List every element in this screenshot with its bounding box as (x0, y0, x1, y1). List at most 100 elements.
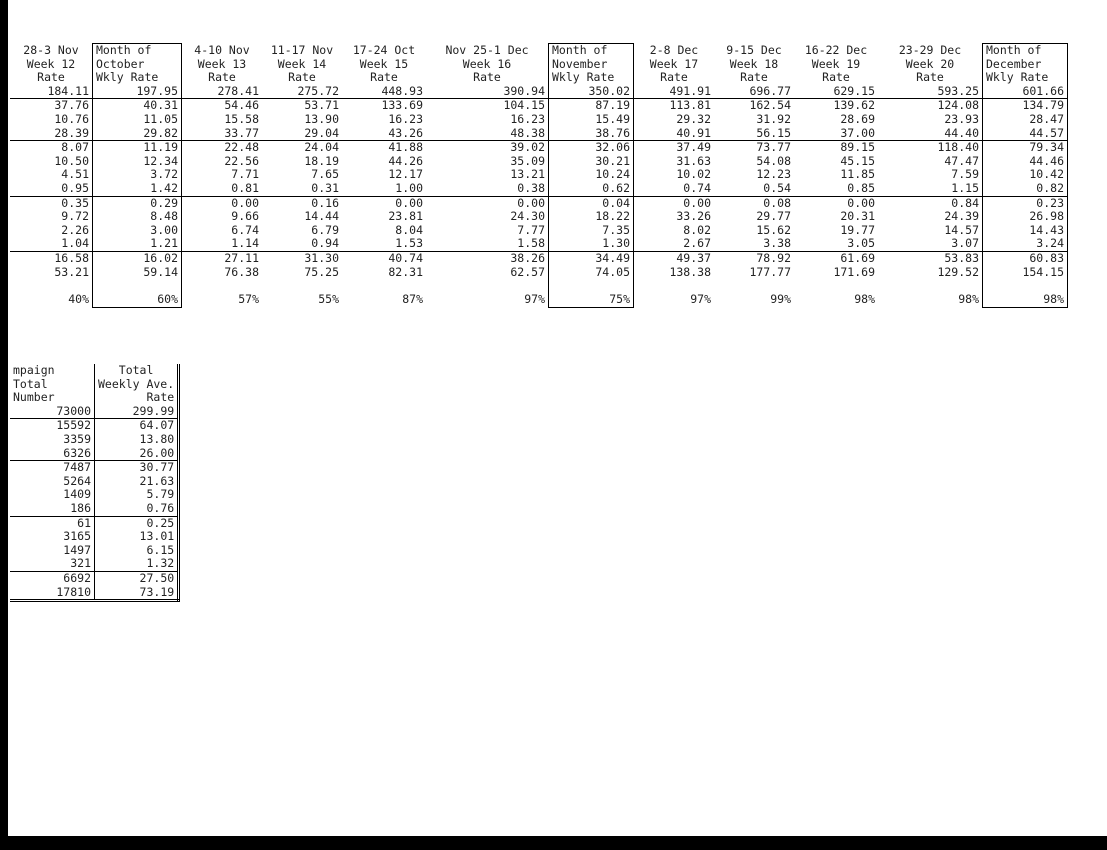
table-cell: 61 (10, 515, 95, 531)
table-cell: 44.57 (982, 126, 1068, 141)
table-cell: 73.19 (94, 585, 180, 601)
table-cell: 13.21 (510, 167, 545, 182)
table-cell: 7.65 (311, 167, 339, 182)
table-cell: 38.26 (426, 250, 549, 266)
table-row: 321 1.32 (10, 556, 180, 572)
table-cell: 0.38 (517, 180, 545, 195)
table-row: 186 0.76 (10, 501, 180, 517)
table-row: 73000 299.99 (10, 404, 180, 419)
table-cell: 118.40 (878, 140, 983, 155)
table-cell: 3.72 (92, 168, 182, 182)
table-cell: 33.77 (224, 125, 259, 140)
column-header: Week 17 (649, 56, 699, 71)
column-header: Wkly Rate (92, 71, 182, 85)
table-cell: 29.04 (304, 125, 339, 140)
table-cell: 1.30 (548, 236, 634, 252)
column-header: Week 15 (359, 56, 409, 71)
table-row: 10.76 11.05 15.58 13.90 16.23 16.23 15.49 29.32… (10, 111, 1068, 127)
table-cell: 44.26 (388, 153, 423, 168)
table-row: 9.72 8.48 9.66 14.44 23.81 24.30 18.22 33.26 29.… (10, 210, 1068, 224)
column-header: 9-15 Dec (726, 42, 782, 57)
header-row: 28-3 Nov Month of 4-10 Nov 11-17 Nov 17-24 O… (10, 42, 1068, 58)
table-cell: 57% (238, 292, 259, 307)
table-cell: 11.85 (840, 167, 875, 182)
table-cell: 28.39 (54, 125, 89, 140)
scan-edge-left (0, 0, 8, 850)
table-cell: 104.15 (426, 98, 549, 113)
table-cell: 0.35 (10, 195, 93, 211)
table-cell: 44.46 (982, 154, 1068, 169)
table-cell (92, 279, 182, 294)
table-cell: 23.93 (944, 111, 979, 126)
table-cell: 27.50 (94, 570, 180, 586)
table-cell: 12.23 (756, 167, 791, 182)
table-cell: 1.53 (395, 236, 423, 251)
table-cell: 0.00 (426, 195, 549, 211)
table-cell: 0.62 (548, 181, 634, 197)
table-cell (634, 279, 715, 293)
table-cell: 30.21 (548, 154, 634, 169)
table-cell: 1409 (10, 488, 95, 502)
table-cell: 184.11 (47, 83, 89, 98)
table-cell: 16.58 (10, 250, 93, 266)
table-cell: 1.15 (951, 180, 979, 195)
table-cell: 0.82 (982, 181, 1068, 197)
table-cell: 15.58 (224, 111, 259, 126)
table-cell: 16.23 (510, 111, 545, 126)
column-header: 28-3 Nov (23, 42, 79, 57)
weekly-rate-table: 28-3 Nov Month of 4-10 Nov 11-17 Nov 17-24 O… (10, 43, 1068, 308)
table-cell: 3.05 (847, 236, 875, 251)
table-cell: 34.49 (548, 250, 634, 266)
table-cell: 8.48 (92, 210, 182, 224)
table-cell: 0.31 (311, 180, 339, 195)
table-cell: 1.58 (517, 236, 545, 251)
column-header: Wkly Rate (548, 71, 634, 85)
header-row: Total Weekly Ave. (10, 377, 180, 392)
table-cell: 113.81 (633, 98, 714, 113)
table-cell: 124.08 (878, 98, 983, 113)
table-cell: 7.35 (548, 223, 634, 238)
column-header: 4-10 Nov (194, 42, 250, 57)
table-cell: 0.23 (982, 195, 1068, 211)
table-cell: 11.19 (92, 140, 182, 155)
table-cell: 10.76 (54, 111, 89, 126)
table-cell: 10.24 (548, 168, 634, 182)
table-cell: 1497 (10, 543, 95, 558)
column-header: Rate (37, 70, 65, 85)
table-cell: 350.02 (548, 84, 634, 99)
column-header: Rate (473, 70, 501, 85)
column-header: December (982, 57, 1068, 72)
table-cell: 75% (548, 292, 634, 308)
table-row: 17810 73.19 (10, 585, 180, 601)
table-row: 0.95 1.42 0.81 0.31 1.00 0.38 0.62 0.74 0.54 0.85… (10, 180, 1068, 197)
table-row: 7487 30.77 (10, 460, 180, 475)
column-header: Rate (916, 70, 944, 85)
table-cell: 629.15 (833, 83, 875, 98)
table-cell: 26.98 (982, 210, 1068, 224)
table-cell: 2.26 (61, 222, 89, 237)
table-cell: 47.47 (944, 153, 979, 168)
table-cell: 29.32 (676, 111, 711, 126)
table-row: 61 0.25 (10, 515, 180, 531)
table-cell: 1.00 (395, 180, 423, 195)
table-cell: 54.08 (756, 153, 791, 168)
table-cell: 0.00 (633, 195, 714, 211)
table-cell: 601.66 (982, 84, 1068, 99)
column-header: Rate (740, 70, 768, 85)
table-row: 53.21 59.14 76.38 75.25 82.31 62.57 74.05 138.3… (10, 265, 1068, 280)
table-cell (262, 279, 342, 293)
table-cell: 20.31 (840, 209, 875, 224)
table-row: 37.76 40.31 54.46 53.71 133.69 104.15 87.19 113… (10, 98, 1068, 113)
table-cell (714, 279, 794, 293)
table-row: 8.07 11.19 22.48 24.04 41.88 39.02 32.06 37.49 7… (10, 140, 1068, 155)
table-cell: 9.66 (231, 209, 259, 224)
table-cell: 13.90 (304, 111, 339, 126)
table-row: 1409 5.79 (10, 488, 180, 502)
table-cell: 8.04 (395, 222, 423, 237)
column-header: Week 14 (277, 56, 327, 71)
table-cell: 26.00 (94, 446, 180, 461)
table-cell: 5.79 (94, 488, 180, 502)
table-cell: 98% (982, 292, 1068, 308)
table-cell: 133.69 (342, 98, 426, 113)
table-row: 40% 60% 57% 55% 87% 97% 75% 97% 99% 98% 98% 98% (10, 292, 1068, 308)
